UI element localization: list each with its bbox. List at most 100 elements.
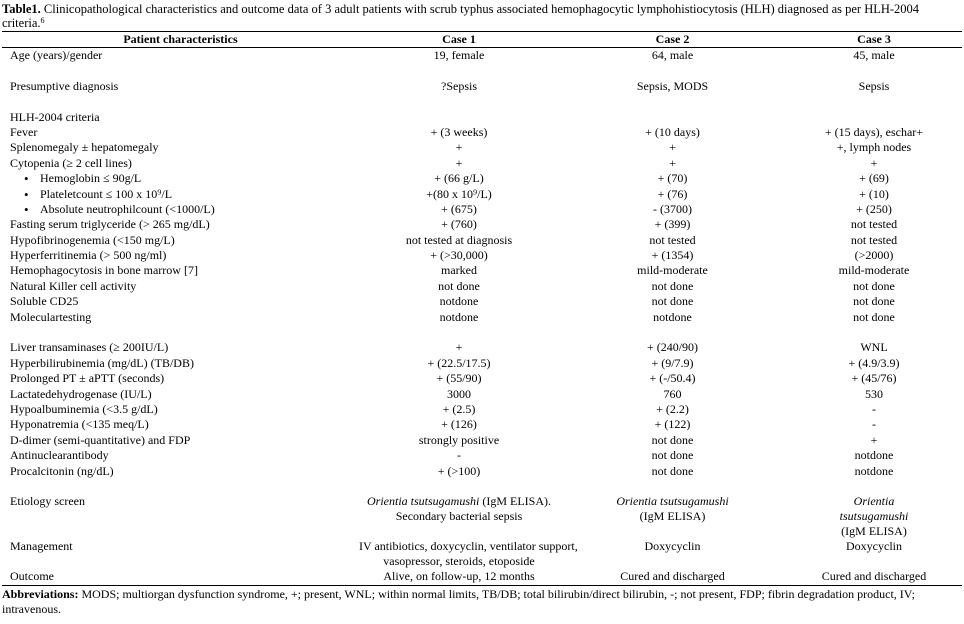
- case-3-value: mild-moderate: [838, 263, 910, 278]
- case-3-value: + (69): [859, 171, 889, 186]
- case-3-value: + (250): [856, 201, 892, 216]
- section-label: HLH-2004 criteria: [10, 109, 100, 124]
- spacer-row: [2, 325, 962, 340]
- management-line-1: IV antibiotics, doxycyclin, ventilator s…: [359, 539, 578, 554]
- case-1-value: -: [457, 448, 461, 463]
- table-row-bilirubin: Hyperbilirubinemia (mg/dL) (TB/DB) + (22…: [2, 356, 962, 371]
- caption-text: Clinicopathological characteristics and …: [2, 2, 920, 30]
- case-1-value: +: [455, 155, 463, 170]
- row-label: Liver transaminases (≥ 200IU/L): [10, 340, 169, 355]
- row-label: Prolonged PT ± aPTT (seconds): [10, 371, 165, 386]
- case-2-value: + (2.2): [656, 401, 689, 416]
- caption-label: Table1.: [2, 2, 41, 16]
- case-3-value: -: [872, 401, 876, 416]
- case-2-value: not done: [651, 278, 694, 293]
- header-case-2: Case 2: [559, 31, 786, 48]
- case-1-value: +(80 x 10⁹/L): [426, 186, 492, 201]
- table-row-hemoglobin: Hemoglobin ≤ 90g/L + (66 g/L) + (70) + (…: [2, 171, 962, 186]
- case-3-value: not tested: [850, 217, 898, 232]
- row-label: Outcome: [2, 569, 359, 586]
- case-3-value: 530: [865, 386, 883, 401]
- case-1-value: + (>30,000): [430, 248, 488, 263]
- table-row-hemophagocytosis: Hemophagocytosis in bone marrow [7] mark…: [2, 263, 962, 278]
- table-row-ferritin: Hyperferritinemia (> 500 ng/ml) + (>30,0…: [2, 248, 962, 263]
- case-2-value: + (399): [654, 217, 691, 232]
- case-1-value: IV antibiotics, doxycyclin, ventilator s…: [359, 539, 578, 569]
- caption-reference: 6: [40, 16, 45, 25]
- case-3-value: notdone: [854, 463, 894, 478]
- case-1-value: Alive, on follow-up, 12 months: [359, 569, 559, 586]
- management-line-2: vasopressor, steroids, etoposide: [383, 554, 535, 569]
- case-3-value: -: [872, 417, 876, 432]
- row-label: Fever: [10, 124, 38, 139]
- case-2-value: not done: [651, 294, 694, 309]
- row-label: Procalcitonin (ng/dL): [10, 463, 114, 478]
- spacer-row: [2, 479, 962, 494]
- case-3-value: +: [870, 432, 878, 447]
- table-row-etiology: Etiology screen Orientia tsutsugamushi (…: [2, 494, 962, 539]
- row-label: Management: [10, 539, 73, 554]
- row-label: Natural Killer cell activity: [10, 278, 137, 293]
- case-2-value: + (122): [654, 417, 691, 432]
- row-label: Hypoalbuminemia (<3.5 g/dL): [10, 401, 158, 416]
- table-row-d-dimer: D-dimer (semi-quantitative) and FDP stro…: [2, 433, 962, 448]
- row-label: D-dimer (semi-quantitative) and FDP: [10, 432, 191, 447]
- case-1-value: not done: [438, 278, 480, 293]
- table-row-hypoalbuminemia: Hypoalbuminemia (<3.5 g/dL) + (2.5) + (2…: [2, 402, 962, 417]
- case-3-value: not tested: [850, 232, 898, 247]
- case-3-value: not done: [853, 294, 895, 309]
- case-3-value: + (45/76): [851, 371, 897, 386]
- row-label: Moleculartesting: [10, 309, 92, 324]
- table-row-hlh-criteria: HLH-2004 criteria: [2, 110, 962, 125]
- table-caption: Table1. Clinicopathological characterist…: [2, 0, 962, 30]
- table-row-hyponatremia: Hyponatremia (<135 meq/L) + (126) + (122…: [2, 417, 962, 432]
- row-label: Etiology screen: [10, 494, 85, 509]
- table-row-cytopenia: Cytopenia (≥ 2 cell lines) + + +: [2, 156, 962, 171]
- case-1-value: + (2.5): [442, 401, 476, 416]
- case-1-value: marked: [441, 263, 477, 278]
- case-3-value: WNL: [860, 340, 888, 355]
- header-case-1: Case 1: [359, 31, 559, 48]
- case-1-value: + (760): [441, 217, 477, 232]
- organism-genus: Orientia: [853, 494, 895, 509]
- case-2-value: not done: [651, 463, 694, 478]
- case-1-value: + (126): [441, 417, 477, 432]
- case-2-value: +: [669, 155, 676, 170]
- case-2-value: + (240/90): [646, 340, 699, 355]
- organism-name: Orientia tsutsugamushi: [616, 494, 729, 509]
- row-label: Hemoglobin ≤ 90g/L: [2, 171, 359, 186]
- table-row-molecular-testing: Moleculartesting notdone notdone not don…: [2, 310, 962, 325]
- case-1-value: 3000: [447, 386, 471, 401]
- case-2-value: 64, male: [651, 48, 694, 62]
- case-2-value: +: [669, 140, 676, 155]
- case-2-value: + (-/50.4): [649, 371, 696, 386]
- case-1-value: + (3 weeks): [430, 124, 488, 139]
- case-3-value: Sepsis: [858, 78, 890, 93]
- table-row-splenomegaly: Splenomegaly ± hepatomegaly + + +, lymph…: [2, 140, 962, 155]
- table-row-platelet: Plateletcount ≤ 100 x 10⁹/L +(80 x 10⁹/L…: [2, 187, 962, 202]
- table-row-triglyceride: Fasting serum triglyceride (> 265 mg/dL)…: [2, 217, 962, 232]
- table-row-neutrophil: Absolute neutrophilcount (<1000/L) + (67…: [2, 202, 962, 217]
- case-2-value: Cured and discharged: [559, 569, 786, 586]
- row-label: Absolute neutrophilcount (<1000/L): [2, 202, 359, 217]
- case-2-value: + (70): [657, 171, 688, 186]
- table-row-fever: Fever + (3 weeks) + (10 days) + (15 days…: [2, 125, 962, 140]
- case-1-value: + (>100): [437, 463, 481, 478]
- case-1-value: notdone: [439, 309, 479, 324]
- table-row-nk-activity: Natural Killer cell activity not done no…: [2, 279, 962, 294]
- test-name: (IgM ELISA): [639, 509, 706, 524]
- case-2-value: + (10 days): [645, 124, 700, 139]
- row-label: Hyperferritinemia (> 500 ng/ml): [10, 248, 167, 263]
- case-1-value: + (675): [441, 201, 477, 216]
- case-3-value: +, lymph nodes: [836, 140, 912, 155]
- spacer-row: [2, 63, 962, 78]
- row-label: Fasting serum triglyceride (> 265 mg/dL): [10, 217, 210, 232]
- spacer-row: [2, 94, 962, 109]
- table-row-antinuclear-antibody: Antinuclearantibody - not done notdone: [2, 448, 962, 463]
- row-label: Soluble CD25: [10, 294, 79, 309]
- row-label: Hypofibrinogenemia (<150 mg/L): [10, 232, 175, 247]
- case-2-value: not done: [651, 448, 694, 463]
- case-2-value: + (9/7.9): [651, 355, 694, 370]
- case-3-value: + (15 days), eschar+: [824, 124, 924, 139]
- row-label: Age (years)/gender: [10, 48, 103, 62]
